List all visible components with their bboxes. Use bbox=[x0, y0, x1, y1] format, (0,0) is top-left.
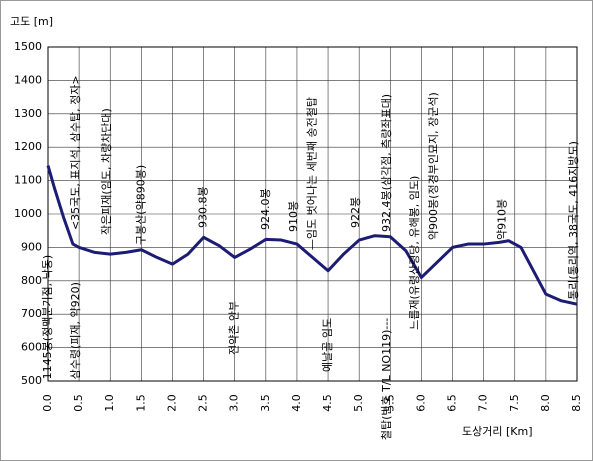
annotation: 924.0봉 bbox=[259, 188, 272, 230]
y-tick-label: 500 bbox=[21, 374, 42, 387]
x-tick-label: 6.0 bbox=[414, 394, 427, 412]
annotation: 삼수령(피재, 약920) bbox=[68, 282, 82, 379]
x-tick-label: 3.0 bbox=[228, 394, 241, 412]
annotation: <35국도, 표지석, 삼수탑, 정자> bbox=[69, 75, 82, 230]
annotation: 약910봉 bbox=[494, 199, 508, 240]
x-tick-label: 5.5 bbox=[383, 394, 396, 412]
y-tick-label: 1500 bbox=[14, 40, 42, 53]
y-tick-label: 1400 bbox=[14, 73, 42, 86]
y-tick-label: 1200 bbox=[14, 140, 42, 153]
annotation: 예날골 임도 bbox=[321, 318, 334, 372]
annotation: 통리(통리역, 38국도, 416지방도) bbox=[567, 141, 580, 300]
annotation: 철탑(번호 T/L NO119)--- bbox=[380, 318, 393, 440]
x-tick-label: 5.0 bbox=[352, 394, 365, 412]
x-tick-label: 7.0 bbox=[477, 394, 490, 412]
x-tick-label: 3.5 bbox=[259, 394, 272, 412]
x-tick-label: 0.0 bbox=[41, 394, 54, 412]
x-axis-label: 도상거리 [Km] bbox=[462, 425, 533, 438]
x-tick-label: 2.5 bbox=[197, 394, 210, 412]
x-tick-label: 8.5 bbox=[570, 394, 583, 412]
y-tick-label: 600 bbox=[21, 341, 42, 354]
x-tick-label: 8.0 bbox=[539, 394, 552, 412]
elevation-line bbox=[46, 165, 578, 306]
x-tick-label: 0.5 bbox=[72, 394, 85, 412]
annotation: 느릅재(유령산령당, 유해봉, 임도) bbox=[407, 176, 421, 330]
annotation: 910봉 bbox=[287, 201, 300, 232]
annotation: 작은피재(임도, 차량차단대) bbox=[100, 108, 113, 235]
y-tick-label: 900 bbox=[21, 240, 42, 253]
annotation: 930.8봉 bbox=[197, 186, 210, 228]
x-tick-label: 6.5 bbox=[446, 394, 459, 412]
y-tick-label: 700 bbox=[21, 307, 42, 320]
x-tick-label: 1.5 bbox=[134, 394, 147, 412]
annotation: 932.4봉(삼각점, 측량좌표대) bbox=[380, 94, 393, 232]
x-tick-label: 4.0 bbox=[290, 394, 303, 412]
x-tick-label: 2.0 bbox=[165, 394, 178, 412]
y-tick-label: 1300 bbox=[14, 107, 42, 120]
y-tick-label: 1000 bbox=[14, 207, 42, 220]
y-axis-label: 고도 [m] bbox=[10, 15, 53, 28]
annotation: 922봉 bbox=[349, 197, 362, 228]
annotation: 구봉산(약890봉) bbox=[133, 165, 147, 245]
annotation: 1145봉(정맥분기점, 낙동) bbox=[41, 255, 54, 380]
annotation: —임도 벗어나는 세번째 송전철탑 bbox=[306, 97, 319, 250]
x-tick-label: 7.5 bbox=[508, 394, 521, 412]
x-tick-label: 1.0 bbox=[103, 394, 116, 412]
y-tick-label: 800 bbox=[21, 274, 42, 287]
plot-border bbox=[47, 46, 578, 382]
x-tick-label: 4.5 bbox=[321, 394, 334, 412]
annotation: 전약촌 안부 bbox=[227, 301, 241, 355]
annotation: 약900봉(정경부인묘지, 장군석) bbox=[426, 92, 440, 240]
y-tick-label: 1100 bbox=[14, 174, 42, 187]
